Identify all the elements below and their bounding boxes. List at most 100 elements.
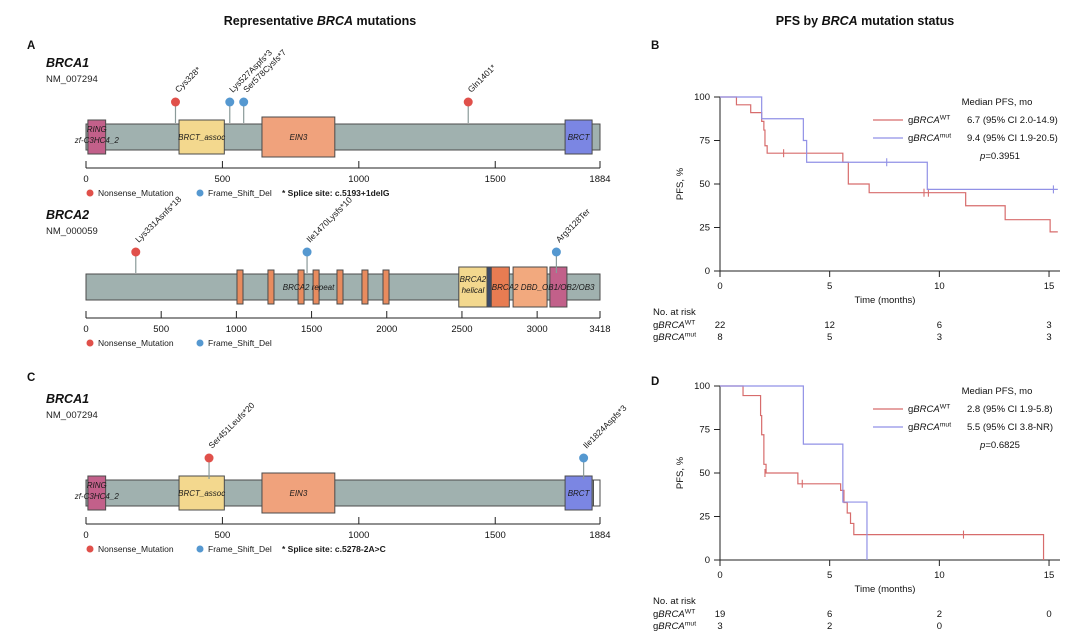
- protein-backbone-tail: [592, 479, 601, 507]
- x-tick-label: 10: [934, 570, 945, 581]
- mutation-label: Cys328*: [173, 64, 203, 94]
- risk-count: 19: [715, 609, 726, 620]
- domain-block: [458, 266, 488, 308]
- domain-block: [564, 119, 593, 155]
- x-tick-label: 15: [1044, 570, 1055, 581]
- transcript: NM_007294: [46, 410, 98, 421]
- series-name: gBRCAWT: [908, 115, 951, 127]
- splice-site-note: * Splice site: c.5193+1delG: [282, 188, 390, 198]
- domain-label: BRCT: [568, 489, 591, 498]
- x-tick-label: 5: [827, 570, 832, 581]
- x-tick-label: 10: [934, 281, 945, 292]
- risk-count: 2: [937, 609, 942, 620]
- risk-count: 3: [1046, 332, 1051, 343]
- mutation-label: Gln1401*: [466, 62, 499, 95]
- y-tick-label: 50: [699, 179, 710, 190]
- domain-block: [261, 116, 336, 158]
- y-tick-label: 100: [694, 381, 710, 392]
- mutation-dot-frameshift: [551, 247, 561, 257]
- domain-block: [87, 119, 107, 155]
- mutation-dot-frameshift: [239, 97, 249, 107]
- risk-count: 6: [937, 320, 942, 331]
- protein-backbone: [85, 123, 601, 151]
- y-tick-label: 25: [699, 512, 710, 523]
- series-name: gBRCAWT: [653, 320, 696, 332]
- domain-label: BRCT: [568, 133, 591, 142]
- km-curve-mut: [720, 385, 868, 560]
- gene-name: BRCA2: [46, 208, 90, 222]
- x-axis-label: Time (months): [855, 295, 916, 306]
- domain-block: [512, 266, 548, 308]
- mutation-label: Ile1824Aspfs*3: [581, 403, 629, 451]
- domain-label: BRCT_assoc: [178, 489, 225, 498]
- mutation-dot-nonsense: [170, 97, 180, 107]
- axis-tick-label: 1000: [348, 174, 369, 185]
- axis-tick-label: 1884: [589, 174, 610, 185]
- panel-label-a: A: [27, 40, 36, 52]
- axis-tick-label: 1500: [485, 174, 506, 185]
- risk-count: 6: [827, 609, 832, 620]
- risk-table-title: No. at risk: [653, 596, 696, 607]
- transcript: NM_007294: [46, 74, 98, 85]
- region-label: BRCA2 repeat: [283, 283, 335, 292]
- risk-count: 8: [717, 332, 722, 343]
- axis-tick-label: 0: [83, 174, 88, 185]
- series-name: gBRCAWT: [653, 609, 696, 621]
- risk-count: 5: [827, 332, 832, 343]
- axis-tick-label: 1884: [589, 530, 610, 541]
- km-curve-mut: [720, 96, 1058, 190]
- panel-label-c: C: [27, 372, 36, 384]
- legend-nonsense-dot: [86, 545, 94, 553]
- lollipop-plot-brca1-c: RING zf-C3HC4_2 BRCT_assoc EIN3 BRCT Ser451Le…: [74, 400, 629, 554]
- axis-tick-label: 0: [83, 530, 88, 541]
- mutation-label: Ser451Leufs*20: [206, 400, 256, 450]
- axis-tick-label: 1000: [226, 324, 247, 335]
- domain-block: [236, 269, 244, 305]
- risk-count: 22: [715, 320, 726, 331]
- legend-frameshift-dot: [196, 339, 204, 347]
- domain-sublabel: zf-C3HC4_2: [74, 492, 120, 501]
- legend-header: Median PFS, mo: [962, 97, 1033, 108]
- legend-frameshift-label: Frame_Shift_Del: [208, 338, 272, 348]
- risk-count: 0: [1046, 609, 1051, 620]
- domain-sublabel: helical: [462, 286, 485, 295]
- y-axis-label: PFS, %: [675, 456, 686, 489]
- axis-tick-label: 2500: [451, 324, 472, 335]
- domain-block: [178, 475, 225, 511]
- series-name: gBRCAmut: [653, 332, 696, 344]
- axis-tick-label: 500: [153, 324, 169, 335]
- risk-count: 3: [717, 621, 722, 632]
- domain-block: [549, 266, 568, 308]
- gene-header-brca1-a: BRCA1 NM_007294: [46, 56, 98, 85]
- axis-tick-label: 0: [83, 324, 88, 335]
- median-stat: 5.5 (95% CI 3.8-NR): [967, 422, 1053, 433]
- risk-count: 3: [1046, 320, 1051, 331]
- domain-block: [87, 475, 107, 511]
- x-tick-label: 5: [827, 281, 832, 292]
- splice-site-note: * Splice site: c.5278-2A>C: [282, 544, 386, 554]
- y-tick-label: 0: [705, 266, 710, 277]
- axis-tick-label: 1500: [301, 324, 322, 335]
- series-name: gBRCAmut: [908, 133, 951, 145]
- mutation-label: Arg3128Ter: [554, 206, 592, 244]
- mutation-label: Lys331Asnfs*18: [133, 194, 183, 244]
- risk-count: 2: [827, 621, 832, 632]
- km-plot-b: 0 25 50 75 100 0 5 10 15 PFS, % Time (months) Media…: [653, 92, 1060, 344]
- x-tick-label: 0: [717, 281, 722, 292]
- legend-nonsense-dot: [86, 189, 94, 197]
- legend-nonsense-label: Nonsense_Mutation: [98, 544, 174, 554]
- legend-frameshift-label: Frame_Shift_Del: [208, 188, 272, 198]
- domain-block: [312, 269, 320, 305]
- mutation-dot-nonsense: [131, 247, 141, 257]
- x-tick-label: 0: [717, 570, 722, 581]
- panel-label-b: B: [651, 40, 660, 52]
- left-figure-title: Representative BRCA mutations: [223, 14, 417, 28]
- domain-block: [564, 475, 593, 511]
- legend-header: Median PFS, mo: [962, 386, 1033, 397]
- region-label: BRCA2 DBD_OB1/OB2/OB3: [492, 283, 595, 292]
- p-value: p=0.6825: [979, 440, 1020, 451]
- gene-header-brca2-a: BRCA2 NM_000059: [46, 208, 98, 237]
- domain-block: [490, 266, 510, 308]
- legend-nonsense-label: Nonsense_Mutation: [98, 188, 174, 198]
- domain-label: BRCA2: [460, 275, 487, 284]
